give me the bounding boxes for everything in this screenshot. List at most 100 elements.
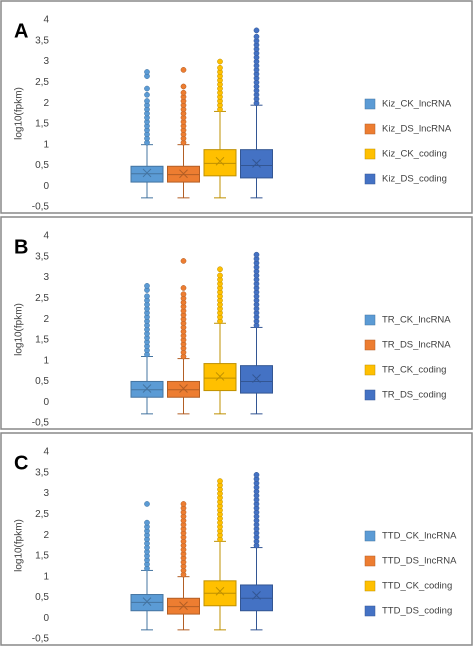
outlier (253, 472, 260, 478)
y-tick-label: 0,5 (35, 376, 49, 387)
y-tick-label: 2,5 (35, 293, 49, 304)
outlier (180, 285, 187, 291)
y-tick-label: -0,5 (32, 634, 50, 645)
y-axis-label: log10(fpkm) (14, 303, 25, 356)
y-tick-label: 4 (43, 15, 49, 26)
y-tick-label: 3,5 (35, 35, 49, 46)
outlier (144, 519, 150, 526)
legend-swatch (364, 148, 376, 160)
legend-swatch (364, 123, 376, 135)
legend-label: TR_DS_coding (382, 390, 446, 401)
outlier (144, 98, 150, 104)
legend-swatch (364, 314, 376, 326)
y-tick-label: 2 (43, 314, 49, 325)
mean-marker (252, 159, 261, 168)
y-tick-label: 2,5 (35, 77, 49, 88)
legend-swatch (364, 530, 376, 542)
outlier (180, 501, 187, 507)
mean-marker (179, 601, 188, 611)
legend-label: TTD_CK_lncRNA (382, 531, 457, 542)
panel-letter: A (14, 20, 28, 42)
mean-marker (252, 591, 261, 600)
legend-label: Kiz_CK_coding (382, 149, 447, 160)
outlier (217, 272, 223, 279)
legend-label: Kiz_DS_coding (382, 174, 447, 185)
y-tick-label: 2,5 (35, 509, 49, 520)
y-tick-label: 1,5 (35, 335, 49, 346)
y-tick-label: 3,5 (35, 251, 49, 262)
legend-swatch (364, 580, 376, 592)
y-tick-label: 3 (43, 272, 49, 283)
mean-marker (142, 384, 152, 393)
y-tick-label: 3,5 (35, 467, 49, 478)
y-tick-label: 0 (43, 613, 49, 624)
outlier (253, 27, 260, 34)
y-tick-label: 1,5 (35, 551, 49, 562)
outlier (144, 501, 150, 507)
y-tick-label: 0,5 (35, 592, 49, 603)
legend-swatch (364, 98, 376, 110)
chart-panel: A -0,5 0 0,5 1 1,5 2 2,5 3 3,5 4 log10(fpkm) Kiz_CK_… (0, 0, 473, 214)
y-tick-label: 4 (43, 231, 49, 242)
y-tick-label: 1 (43, 355, 49, 366)
outlier (217, 478, 223, 484)
y-tick-label: 0 (43, 181, 49, 192)
mean-marker (215, 156, 225, 166)
outlier (253, 251, 260, 258)
legend-label: TTD_DS_coding (382, 606, 452, 617)
y-tick-label: 2 (43, 530, 49, 541)
panel-frame (0, 216, 473, 430)
box (203, 149, 237, 177)
outlier (217, 58, 223, 65)
mean-marker (142, 168, 152, 178)
y-tick-label: 3 (43, 488, 49, 499)
chart-panel: B -0,5 0 0,5 1 1,5 2 2,5 3 3,5 4 log10(fpkm) TR_CK_l… (0, 216, 473, 430)
legend-swatch (364, 555, 376, 567)
outlier (253, 33, 260, 40)
outlier (180, 258, 187, 264)
legend-label: TTD_CK_coding (382, 581, 452, 592)
y-tick-label: -0,5 (32, 418, 50, 429)
box (240, 365, 273, 394)
y-axis-label: log10(fpkm) (14, 519, 25, 572)
panel-frame (0, 0, 473, 214)
outlier (144, 293, 150, 300)
legend-label: Kiz_DS_lncRNA (382, 124, 452, 135)
legend-swatch (364, 339, 376, 351)
outlier (217, 64, 223, 71)
y-axis-label: log10(fpkm) (14, 87, 25, 140)
mean-marker (215, 586, 225, 596)
legend-label: TR_CK_lncRNA (382, 315, 451, 326)
y-tick-label: 3 (43, 56, 49, 67)
panel-letter: C (14, 452, 28, 474)
outlier (144, 91, 150, 98)
mean-marker (179, 384, 188, 393)
y-tick-label: -0,5 (32, 202, 50, 213)
legend-label: TR_DS_lncRNA (382, 340, 451, 351)
y-tick-label: 1,5 (35, 119, 49, 130)
y-tick-label: 1 (43, 571, 49, 582)
legend-label: TR_CK_coding (382, 365, 446, 376)
y-tick-label: 0,5 (35, 160, 49, 171)
outlier (144, 85, 150, 92)
outlier (144, 69, 150, 75)
legend-swatch (364, 364, 376, 376)
mean-marker (215, 372, 225, 381)
mean-marker (142, 597, 152, 606)
outlier (180, 67, 187, 73)
y-tick-label: 4 (43, 447, 49, 458)
outlier (180, 89, 187, 96)
outlier (144, 283, 150, 289)
y-tick-label: 2 (43, 98, 49, 109)
y-tick-label: 0 (43, 397, 49, 408)
outlier (217, 266, 223, 273)
legend-swatch (364, 605, 376, 617)
chart-panel: C -0,5 0 0,5 1 1,5 2 2,5 3 3,5 4 log10(fpkm) TTD_CK_… (0, 432, 473, 646)
legend-label: TTD_DS_lncRNA (382, 556, 457, 567)
legend-swatch (364, 173, 376, 185)
legend-swatch (364, 389, 376, 401)
y-tick-label: 1 (43, 139, 49, 150)
outlier (180, 83, 187, 90)
